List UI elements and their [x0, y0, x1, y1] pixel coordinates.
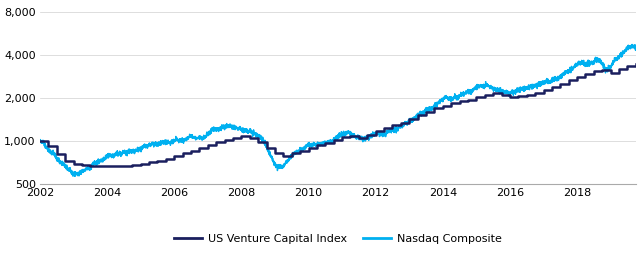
- Legend: US Venture Capital Index, Nasdaq Composite: US Venture Capital Index, Nasdaq Composi…: [170, 230, 506, 248]
